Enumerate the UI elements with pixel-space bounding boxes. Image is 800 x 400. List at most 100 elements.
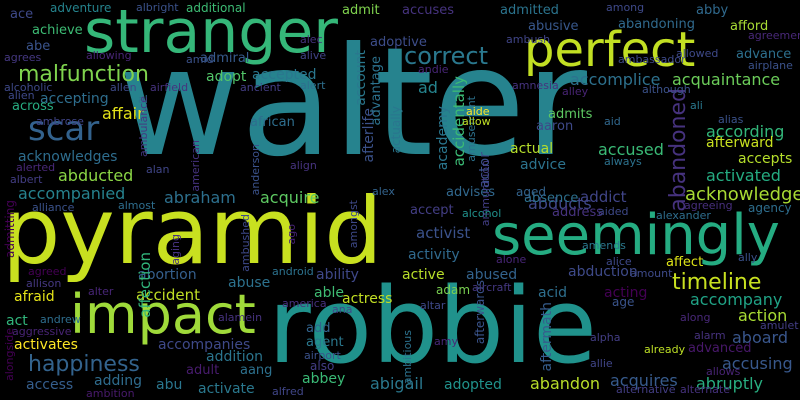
word-aid: aid [604, 115, 621, 128]
word-alfred: alfred [272, 385, 304, 398]
word-allie: allie [590, 357, 613, 370]
word-anderson: anderson [249, 144, 262, 196]
word-activates: activates [14, 337, 78, 353]
word-agreed: agreed [28, 265, 67, 278]
word-action: action [738, 306, 788, 325]
word-adam: adam [436, 283, 471, 297]
word-alter: alter [88, 285, 114, 298]
word-accepting: accepting [40, 91, 109, 107]
word-abraham: abraham [164, 188, 236, 207]
word-albert: albert [10, 173, 43, 186]
word-aang: aang [240, 363, 273, 378]
word-activity: activity [408, 247, 460, 263]
word-admitting: admitting [3, 200, 17, 258]
word-accept: accept [410, 203, 454, 218]
word-alec: alec [300, 33, 323, 46]
word-ambition: ambition [86, 387, 135, 400]
word-abruptly: abruptly [696, 374, 764, 393]
word-affection: affection [136, 252, 154, 318]
word-ali: ali [690, 99, 703, 112]
word-abigail: abigail [370, 374, 424, 393]
word-aaron: aaron [536, 119, 574, 134]
word-additional: additional [186, 1, 246, 15]
word-afford: afford [730, 19, 769, 34]
word-afraid: afraid [14, 289, 55, 305]
word-amnesia: amnesia [512, 79, 559, 92]
word-abu: abu [156, 377, 183, 393]
word-aftermath: aftermath [539, 302, 555, 372]
word-america: america [282, 297, 327, 310]
word-airplane: airplane [748, 59, 793, 72]
word-andie: andie [418, 63, 449, 76]
word-happiness: happiness [28, 352, 140, 377]
word-absence: absence [524, 191, 579, 206]
word-actually: actually [389, 106, 403, 154]
word-alcohol: alcohol [462, 207, 502, 220]
word-abby: abby [696, 3, 729, 18]
word-pyramid: pyramid [2, 178, 383, 285]
word-active: active [402, 267, 445, 283]
word-amends: amends [582, 239, 626, 252]
word-always: always [604, 155, 642, 168]
word-alcoholic: alcoholic [4, 81, 53, 94]
word-al: al [138, 93, 148, 106]
word-accident: accident [136, 286, 200, 304]
word-alternative: alternative [616, 383, 676, 396]
word-alternate: alternate [680, 383, 730, 396]
word-allison: allison [26, 277, 62, 290]
word-abducted: abducted [58, 166, 134, 185]
word-acknowledge: acknowledge [685, 184, 800, 205]
word-alliance: alliance [32, 201, 75, 214]
word-acknowledges: acknowledges [18, 149, 118, 165]
word-malfunction: malfunction [18, 62, 149, 87]
word-android: android [272, 265, 314, 278]
word-alice: alice [606, 255, 632, 268]
word-altar: altar [420, 299, 446, 312]
word-adventure: adventure [50, 1, 112, 15]
word-allow: allow [462, 115, 491, 128]
word-american: american [189, 140, 202, 192]
word-admiral: admiral [200, 51, 250, 66]
word-alan: alan [146, 163, 170, 176]
word-amy: amy [434, 335, 458, 348]
word-alert: alert [300, 79, 326, 92]
word-aggressive: aggressive [12, 325, 72, 338]
word-abuse: abuse [228, 275, 271, 291]
word-ad: ad [418, 78, 438, 97]
word-adopt: adopt [206, 69, 247, 85]
word-alive: alive [300, 49, 327, 62]
word-accompanies: accompanies [158, 337, 251, 353]
word-academy: academy [435, 106, 451, 171]
word-amongst: amongst [347, 200, 360, 249]
word-accomplice: accomplice [570, 70, 661, 89]
word-adoptive: adoptive [370, 35, 427, 50]
word-airfield: airfield [150, 81, 189, 94]
word-access: access [26, 377, 74, 393]
word-acting: acting [604, 285, 648, 301]
word-ally: ally [738, 251, 758, 264]
word-alamein: alamein [218, 311, 263, 324]
word-aged: aged [516, 185, 546, 199]
word-advantage: advantage [369, 56, 384, 126]
word-amulet: amulet [760, 319, 799, 332]
word-abandoning: abandoning [618, 17, 695, 32]
word-actress: actress [342, 291, 393, 307]
word-adopted: adopted [444, 377, 502, 393]
word-almost: almost [118, 199, 156, 212]
word-alarm: alarm [694, 329, 726, 342]
word-acquaintance: acquaintance [672, 70, 781, 89]
word-scar: scar [28, 109, 100, 149]
word-account: account [353, 50, 369, 106]
word-abbey: abbey [302, 371, 346, 387]
word-abused: abused [466, 267, 518, 283]
word-also: also [310, 359, 335, 373]
word-abusive: abusive [528, 19, 579, 34]
word-aide: aide [466, 105, 490, 118]
word-accompanied: accompanied [18, 184, 126, 203]
word-acid: acid [538, 285, 568, 301]
word-aided: aided [598, 205, 629, 218]
word-alien: alien [8, 89, 35, 102]
word-admits: admits [548, 107, 593, 122]
word-stranger: stranger [84, 0, 338, 67]
word-address: address [552, 205, 604, 220]
